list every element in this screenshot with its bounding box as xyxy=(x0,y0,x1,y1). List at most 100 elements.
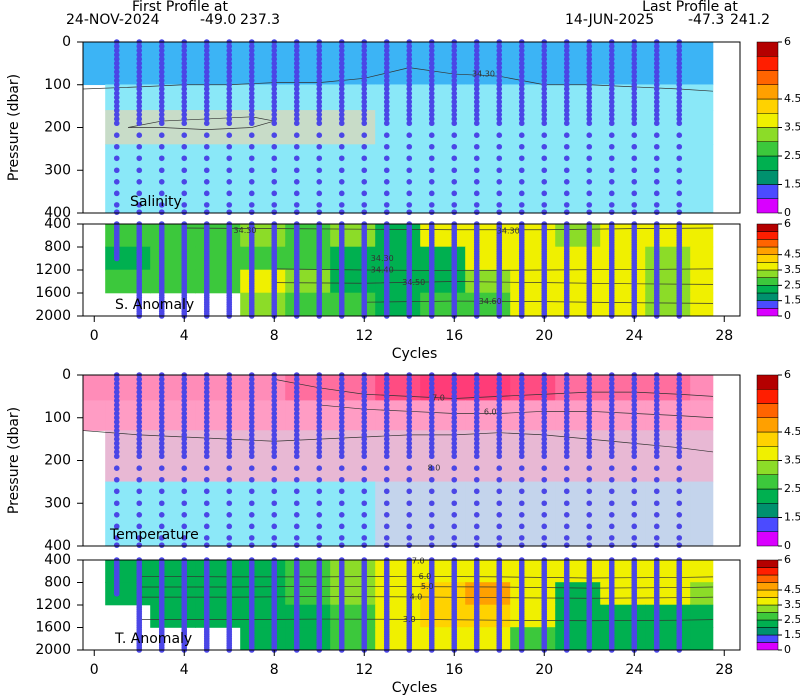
profile-sample xyxy=(586,69,593,75)
profile-sample xyxy=(226,406,233,413)
profile-sample xyxy=(428,64,435,71)
field-cell xyxy=(510,430,556,483)
profile-sample xyxy=(383,107,390,114)
profile-sample xyxy=(181,167,188,174)
profile-sample xyxy=(541,190,548,197)
profile-sample xyxy=(293,535,300,541)
colorbar-tick-label: 6 xyxy=(784,217,791,230)
profile-sample xyxy=(383,209,390,215)
profile-sample xyxy=(383,81,390,88)
profile-sample xyxy=(541,385,548,391)
profile-sample xyxy=(653,56,660,62)
profile-sample xyxy=(631,52,638,58)
field-cell xyxy=(82,400,106,431)
profile-sample xyxy=(631,73,638,79)
profile-sample xyxy=(631,56,638,62)
profile-sample xyxy=(271,376,278,383)
colorbar-band xyxy=(756,170,779,185)
profile-sample xyxy=(316,476,323,483)
profile-sample xyxy=(451,202,458,208)
profile-sample xyxy=(631,81,638,88)
profile-sample xyxy=(563,402,570,408)
profile-sample xyxy=(496,380,503,387)
profile-sample xyxy=(631,86,638,92)
profile-sample xyxy=(158,143,165,150)
field-cell xyxy=(510,110,556,145)
profile-sample xyxy=(293,414,300,421)
field-cell xyxy=(375,41,421,86)
colorbar-band xyxy=(756,231,779,240)
profile-sample xyxy=(428,47,435,54)
field-cell xyxy=(375,223,421,248)
profile-sample xyxy=(428,511,435,518)
profile-sample xyxy=(406,397,413,404)
profile-sample xyxy=(541,132,548,138)
profile-sample xyxy=(653,449,660,455)
profile-sample xyxy=(518,427,525,434)
field-cell xyxy=(285,292,331,317)
profile-sample xyxy=(563,410,570,417)
profile-sample xyxy=(293,436,300,442)
profile-sample xyxy=(586,56,593,62)
field-cell xyxy=(465,430,511,483)
profile-sample xyxy=(271,73,278,79)
profile-sample xyxy=(158,427,165,434)
profile-sample xyxy=(563,167,570,174)
profile-sample xyxy=(631,419,638,425)
field-cell xyxy=(600,292,646,317)
profile-sample xyxy=(473,47,480,54)
profile-sample xyxy=(136,77,143,84)
field-cell xyxy=(690,430,714,483)
profile-sample xyxy=(451,402,458,408)
profile-sample xyxy=(496,132,503,138)
profile-sample xyxy=(451,120,458,127)
profile-sample xyxy=(631,542,638,548)
profile-sample xyxy=(113,423,120,430)
profile-sample xyxy=(608,43,615,50)
profile-sample xyxy=(361,397,368,404)
profile-sample xyxy=(563,389,570,395)
profile-sample xyxy=(653,465,660,471)
profile-sample xyxy=(158,440,165,447)
profile-sample xyxy=(293,73,300,79)
profile-sample xyxy=(271,523,278,530)
profile-sample xyxy=(361,423,368,430)
profile-sample xyxy=(653,376,660,383)
field-cell xyxy=(510,559,556,583)
profile-sample xyxy=(496,385,503,391)
profile-sample xyxy=(676,449,683,455)
profile-sample xyxy=(631,143,638,150)
profile-sample xyxy=(653,419,660,425)
profile-sample xyxy=(653,73,660,79)
contour-label: 34.40 xyxy=(371,266,394,275)
profile-sample xyxy=(406,511,413,518)
field-cell xyxy=(240,269,286,294)
profile-sample xyxy=(473,402,480,408)
profile-sample xyxy=(406,453,413,460)
profile-sample xyxy=(631,209,638,215)
profile-sample xyxy=(608,107,615,114)
profile-sample xyxy=(181,440,188,447)
profile-sample xyxy=(293,511,300,518)
profile-sample xyxy=(406,535,413,541)
profile-sample xyxy=(406,81,413,88)
profile-sample xyxy=(316,449,323,455)
field-cell xyxy=(375,292,421,317)
profile-sample xyxy=(518,419,525,425)
field-cell xyxy=(690,559,714,583)
profile-sample xyxy=(316,155,323,162)
field-cell xyxy=(150,604,196,628)
profile-sample xyxy=(541,167,548,174)
field-cell xyxy=(150,582,196,606)
profile-sample xyxy=(428,52,435,58)
profile-sample xyxy=(383,60,390,67)
field-cell xyxy=(375,481,421,547)
field-cell xyxy=(555,144,601,214)
field-cell xyxy=(690,84,714,111)
field-cell xyxy=(555,582,601,606)
profile-sample xyxy=(451,427,458,434)
profile-sample xyxy=(203,178,210,185)
profile-sample xyxy=(608,69,615,75)
profile-sample xyxy=(338,47,345,54)
profile-sample xyxy=(653,440,660,447)
